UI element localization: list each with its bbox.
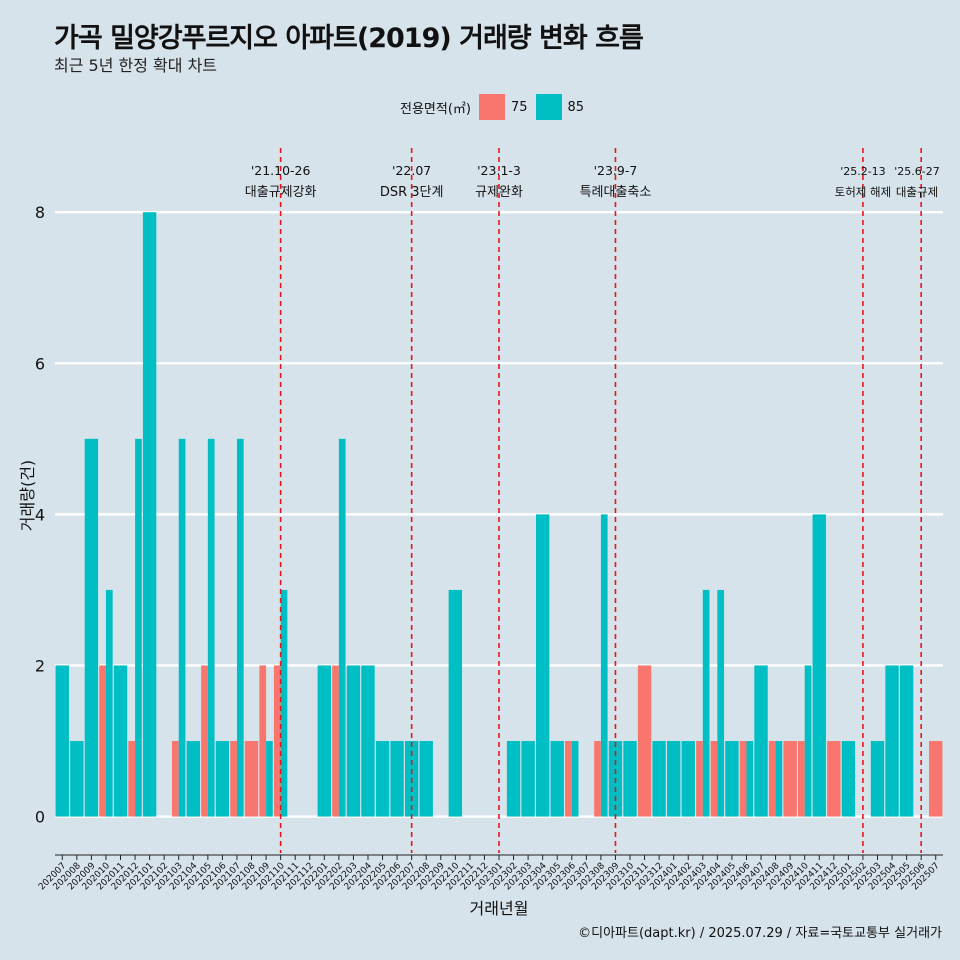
bar-75 xyxy=(273,665,281,817)
event-label: 대출규제 xyxy=(896,185,938,199)
y-tick-label: 4 xyxy=(35,505,45,524)
bar-85 xyxy=(804,665,812,817)
bar-85 xyxy=(775,741,783,817)
bar-75 xyxy=(230,741,237,817)
bar-75 xyxy=(172,741,179,817)
bar-85 xyxy=(652,741,666,817)
bar-85 xyxy=(870,741,885,817)
bar-85 xyxy=(725,741,739,817)
bar-85 xyxy=(550,741,564,817)
chart-subtitle: 최근 5년 한정 확대 차트 xyxy=(54,56,218,75)
bar-85 xyxy=(266,741,273,817)
event-label: 규제완화 xyxy=(475,185,523,200)
bar-85 xyxy=(113,665,128,817)
chart-title: 가곡 밀양강푸르지오 아파트(2019) 거래량 변화 흐름 xyxy=(54,23,644,54)
bar-75 xyxy=(594,741,601,817)
bar-75 xyxy=(696,741,703,817)
bar-85 xyxy=(600,514,608,817)
bar-85 xyxy=(178,438,186,817)
bar-85 xyxy=(390,741,404,817)
y-tick-label: 2 xyxy=(35,656,45,675)
bar-75 xyxy=(739,741,747,817)
legend-label-75: 75 xyxy=(510,99,528,115)
bar-85 xyxy=(361,665,375,817)
event-date-label: '21.10-26 xyxy=(251,163,311,178)
bar-75 xyxy=(259,665,267,817)
event-label: 토허제 해제 xyxy=(835,185,892,199)
x-axis-title: 거래년월 xyxy=(470,899,529,918)
event-date-label: '23.1-3 xyxy=(477,163,521,178)
y-axis-title: 거래량(건) xyxy=(18,460,37,531)
bar-85 xyxy=(135,438,142,817)
event-date-label: '22.07 xyxy=(392,163,431,178)
bar-85 xyxy=(338,438,346,817)
y-tick-label: 0 xyxy=(35,808,45,827)
bar-75 xyxy=(710,741,718,817)
bar-85 xyxy=(317,665,332,817)
event-label: 대출규제강화 xyxy=(245,185,317,200)
bar-75 xyxy=(244,741,259,817)
bar-85 xyxy=(186,741,200,817)
bar-85 xyxy=(521,741,535,817)
event-label: DSR 3단계 xyxy=(380,185,444,200)
bar-85 xyxy=(419,741,433,817)
bar-85 xyxy=(280,589,288,817)
bar-85 xyxy=(142,212,157,817)
bar-75 xyxy=(798,741,805,817)
legend-title: 전용면적(㎡) xyxy=(400,101,471,117)
bar-85 xyxy=(754,665,768,817)
bar-75 xyxy=(768,741,776,817)
bar-75 xyxy=(637,665,652,817)
bar-75 xyxy=(929,741,943,817)
event-date-label: '23.9-7 xyxy=(594,163,638,178)
source-caption: ©디아파트(dapt.kr) / 2025.07.29 / 자료=국토교통부 실… xyxy=(578,926,942,941)
legend-label-85: 85 xyxy=(567,99,585,115)
bar-85 xyxy=(55,665,69,817)
bar-75 xyxy=(99,665,106,817)
bar-85 xyxy=(899,665,914,817)
bar-85 xyxy=(623,741,637,817)
bar-85 xyxy=(506,741,521,817)
bar-75 xyxy=(565,741,572,817)
bar-85 xyxy=(375,741,390,817)
bar-85 xyxy=(346,665,361,817)
bar-85 xyxy=(70,741,84,817)
bar-85 xyxy=(84,438,99,817)
legend-swatch-85 xyxy=(535,94,562,120)
event-date-label: '25.2-13 xyxy=(840,165,885,178)
bar-75 xyxy=(332,665,339,817)
bar-75 xyxy=(128,741,136,817)
bar-85 xyxy=(885,665,899,817)
bar-85 xyxy=(105,589,113,817)
bar-85 xyxy=(666,741,681,817)
bar-85 xyxy=(236,438,244,817)
bar-85 xyxy=(535,514,550,817)
legend-swatch-75 xyxy=(478,94,505,120)
event-date-label: '25.6-27 xyxy=(894,165,939,178)
bar-85 xyxy=(571,741,579,817)
y-tick-label: 6 xyxy=(35,354,45,373)
bar-85 xyxy=(841,741,856,817)
bar-85 xyxy=(448,589,463,817)
bar-85 xyxy=(207,438,215,817)
bar-85 xyxy=(215,741,230,817)
bar-75 xyxy=(827,741,841,817)
bar-85 xyxy=(681,741,695,817)
y-tick-label: 8 xyxy=(35,203,45,222)
bar-85 xyxy=(746,741,754,817)
legend: 전용면적(㎡) 75 85 xyxy=(400,93,584,121)
event-label: 특례대출축소 xyxy=(580,185,652,200)
bar-75 xyxy=(201,665,208,817)
bar-85 xyxy=(812,514,826,817)
bar-75 xyxy=(783,741,797,817)
bar-85 xyxy=(702,589,710,817)
bar-85 xyxy=(717,589,725,817)
